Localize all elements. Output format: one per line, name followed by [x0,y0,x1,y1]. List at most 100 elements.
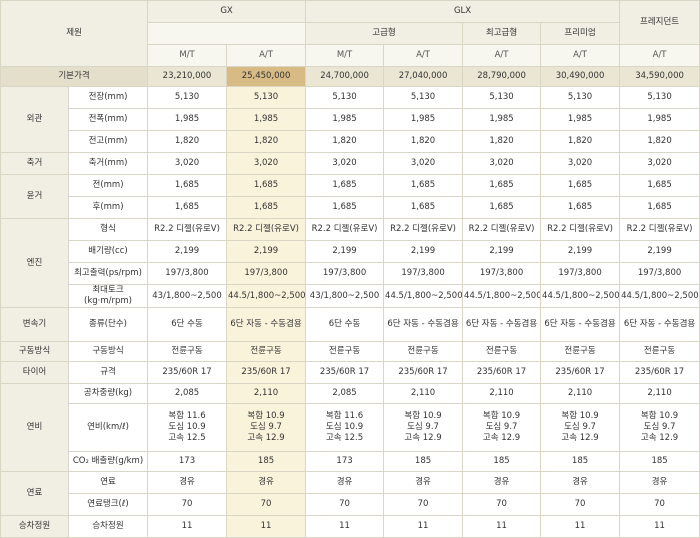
spec-cell: 3,020 [462,152,542,175]
trim-glx: GLX [305,0,621,23]
group-label-drive: 구동방식 [0,341,69,362]
spec-cell: 2,110 [226,383,307,404]
transmission-header: M/T [305,44,385,67]
spec-cell: 3,020 [147,152,228,175]
spec-cell: 2,110 [462,383,542,404]
spec-cell: 5,130 [619,86,700,109]
spec-cell: 1,685 [619,174,700,197]
spec-cell: 3,020 [540,152,621,175]
transmission-header: A/T [383,44,464,67]
spec-cell: 6단 자동 - 수동겸용 [462,307,542,342]
spec-cell: 전륜구동 [619,341,700,362]
row-label: 전장(mm) [67,86,149,109]
spec-cell: 11 [619,515,700,538]
spec-cell: 경유 [540,471,621,494]
row-label: 형식 [67,218,149,241]
spec-cell: 44.5/1,800~2,500 [540,284,621,308]
row-label: 연비(km/ℓ) [67,403,149,452]
spec-cell: 235/60R 17 [540,361,621,384]
row-label: 종류(단수) [67,307,149,342]
spec-cell: 3,020 [383,152,464,175]
spec-cell: 43/1,800~2,500 [305,284,385,308]
spec-cell: 2,085 [147,383,228,404]
row-label: 후(mm) [67,196,149,219]
spec-cell: 2,199 [226,240,307,263]
group-label-tread: 윤거 [0,174,69,219]
spec-cell: 185 [226,451,307,472]
spec-cell: 235/60R 17 [305,361,385,384]
spec-cell: 1,685 [540,174,621,197]
spec-cell: 경유 [462,471,542,494]
spec-cell: 11 [305,515,385,538]
spec-cell: 2,085 [305,383,385,404]
spec-cell: 185 [383,451,464,472]
table-row: 후(mm) 1,685 1,685 1,685 1,685 1,685 1,685 1,685 [1,196,700,219]
table-row: 승차정원 승차정원 11 11 11 11 11 11 11 [0,515,700,538]
table-row: 윤거 전(mm) 1,685 1,685 1,685 1,685 1,685 1,685 1,6… [0,174,700,219]
spec-cell: 6단 자동 - 수동겸용 [226,307,307,342]
transmission-header: A/T [619,44,700,67]
spec-cell: 3,020 [226,152,307,175]
spec-cell: 44.5/1,800~2,500 [226,284,307,308]
spec-cell: 1,820 [226,130,307,153]
spec-cell: 1,685 [226,174,307,197]
table-row: 타이어 규격 235/60R 17 235/60R 17 235/60R 17 235/6… [0,361,700,384]
spec-cell: 1,685 [619,196,700,219]
spec-cell: 1,985 [462,108,542,131]
table-row: 구동방식 구동방식 전륜구동 전륜구동 전륜구동 전륜구동 전륜구동 전륜구동 전륜구동 [0,341,700,362]
table-row: 연료탱크(ℓ) 70 70 70 70 70 70 70 [1,493,700,516]
row-label: 최고출력(ps/rpm) [67,262,149,285]
spec-cell: 2,199 [462,240,542,263]
spec-cell: 2,110 [383,383,464,404]
spec-cell: 11 [462,515,542,538]
spec-cell: 235/60R 17 [619,361,700,384]
transmission-header: A/T [540,44,621,67]
spec-cell: 전륜구동 [540,341,621,362]
spec-cell: 3,020 [619,152,700,175]
spec-cell: 복합 10.9 도심 9.7 고속 12.9 [383,403,464,452]
price-value: 30,490,000 [540,66,621,87]
spec-cell: 2,199 [619,240,700,263]
spec-cell: 43/1,800~2,500 [147,284,228,308]
spec-cell: 1,985 [540,108,621,131]
spec-cell: 1,685 [147,174,228,197]
spec-cell: 1,685 [147,196,228,219]
spec-header: 제원 [0,0,149,67]
spec-cell: 1,820 [540,130,621,153]
spec-cell: 197/3,800 [462,262,542,285]
spec-cell: 11 [226,515,307,538]
subgroup-premium: 프리미엄 [540,22,621,45]
spec-cell: 70 [540,493,621,516]
spec-cell: 2,199 [147,240,228,263]
spec-cell: 6단 자동 - 수동겸용 [619,307,700,342]
spec-cell: 2,199 [383,240,464,263]
spec-cell: 전륜구동 [462,341,542,362]
spec-cell: R2.2 디젤(유로V) [383,218,464,241]
table-row: 최고출력(ps/rpm) 197/3,800 197/3,800 197/3,800 1… [1,262,700,285]
row-label: 전고(mm) [67,130,149,153]
spec-cell: 1,685 [383,196,464,219]
spec-cell: 1,820 [147,130,228,153]
table-row: 외관 전장(mm) 5,130 5,130 5,130 5,130 5,130 5,130 5,… [0,86,700,153]
spec-cell: 185 [540,451,621,472]
table-row: 전폭(mm) 1,985 1,985 1,985 1,985 1,985 1,985 1,98… [1,108,700,131]
spec-cell: 44.5/1,800~2,500 [619,284,700,308]
spec-cell: 235/60R 17 [462,361,542,384]
spec-cell: 전륜구동 [226,341,307,362]
table-row: 변속기 종류(단수) 6단 수동 6단 자동 - 수동겸용 6단 수동 6단 자동 - 수… [0,307,700,342]
spec-cell: 6단 자동 - 수동겸용 [540,307,621,342]
spec-cell: 1,685 [462,196,542,219]
subgroup-standard: 고급형 [305,22,464,45]
spec-cell: 11 [147,515,228,538]
group-label-wheelbase: 축거 [0,152,69,175]
price-value: 23,210,000 [147,66,228,87]
table-row: 배기량(cc) 2,199 2,199 2,199 2,199 2,199 2,199 2,1… [1,240,700,263]
spec-cell: 1,820 [305,130,385,153]
spec-cell: R2.2 디젤(유로V) [147,218,228,241]
row-label: 배기량(cc) [67,240,149,263]
spec-cell: 70 [147,493,228,516]
spec-cell: 5,130 [147,86,228,109]
spec-cell: 2,110 [540,383,621,404]
